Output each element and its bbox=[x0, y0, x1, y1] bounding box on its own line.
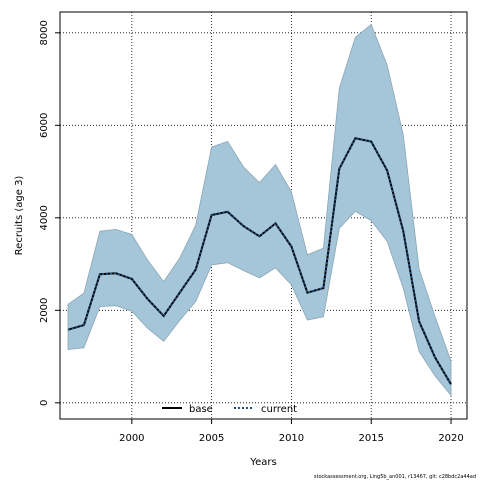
confidence-band-area bbox=[67, 23, 452, 397]
x-tick-label-2000: 2000 bbox=[119, 433, 144, 444]
x-axis-title: Years bbox=[249, 457, 276, 468]
x-tick-label-2005: 2005 bbox=[199, 433, 224, 444]
x-axis: 2000 2005 2010 2015 2020 bbox=[119, 419, 464, 444]
footer-caption: stockassessment.org, Ling5b_an001, r1346… bbox=[314, 474, 476, 480]
legend-label-base: base bbox=[189, 404, 213, 415]
y-tick-label-6000: 6000 bbox=[39, 113, 50, 138]
y-tick-label-4000: 4000 bbox=[39, 205, 50, 230]
y-tick-label-8000: 8000 bbox=[39, 20, 50, 45]
y-tick-label-0: 0 bbox=[39, 400, 50, 406]
legend-label-current: current bbox=[261, 404, 297, 415]
series-lines bbox=[67, 137, 452, 385]
x-tick-label-2010: 2010 bbox=[279, 433, 304, 444]
confidence-band bbox=[67, 23, 452, 397]
y-tick-label-2000: 2000 bbox=[39, 298, 50, 323]
plot-frame bbox=[59, 11, 468, 420]
y-axis-title: Recruits (age 3) bbox=[14, 176, 25, 256]
x-tick-label-2020: 2020 bbox=[438, 433, 463, 444]
series-line-current bbox=[67, 137, 452, 385]
legend: base current bbox=[162, 404, 297, 415]
y-axis: 0 2000 4000 6000 8000 bbox=[39, 20, 60, 406]
x-tick-label-2015: 2015 bbox=[359, 433, 384, 444]
